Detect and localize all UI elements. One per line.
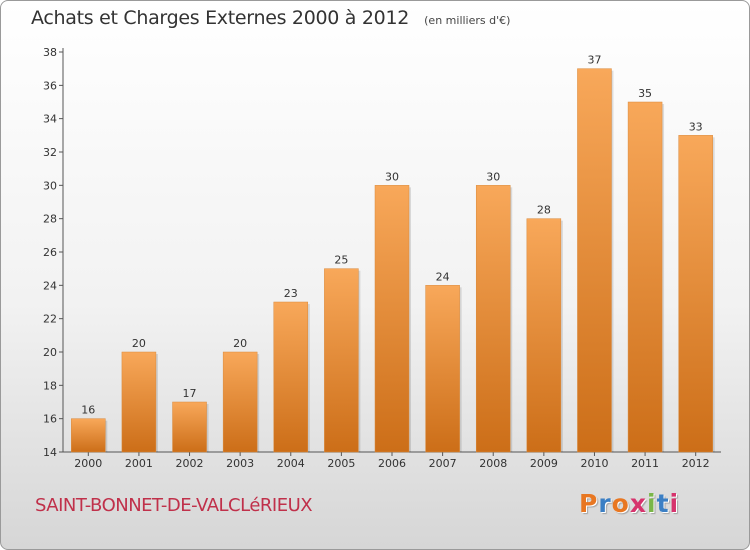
x-tick-label: 2003	[226, 457, 254, 470]
x-tick-label: 2011	[631, 457, 659, 470]
logo-letter: r	[598, 489, 612, 518]
x-tick-label: 2004	[277, 457, 305, 470]
bar-2011[interactable]	[627, 101, 663, 453]
bar-2007[interactable]	[425, 285, 460, 453]
y-tick-label: 22	[43, 313, 57, 326]
proxiti-logo[interactable]: Proxiti	[579, 489, 679, 518]
logo-letter: t	[656, 489, 670, 518]
logo-letter: i	[647, 489, 657, 518]
bar-2004[interactable]	[273, 301, 309, 453]
bar-value-label: 33	[689, 120, 703, 133]
y-tick-label: 26	[43, 246, 57, 259]
y-tick-label: 28	[43, 213, 57, 226]
logo-letter: o	[611, 489, 630, 518]
bar-value-label: 25	[334, 254, 348, 267]
bar-2005[interactable]	[324, 268, 359, 453]
bar-value-label: 20	[233, 337, 247, 350]
y-tick-label: 30	[43, 179, 57, 192]
chart-title: Achats et Charges Externes 2000 à 2012	[31, 7, 410, 29]
bar-2006[interactable]	[374, 185, 410, 453]
y-tick-label: 38	[43, 46, 57, 59]
y-tick-label: 24	[43, 279, 57, 292]
bar-value-label: 23	[284, 287, 298, 300]
x-tick-label: 2009	[530, 457, 558, 470]
bar-value-label: 37	[587, 54, 601, 67]
title-row: Achats et Charges Externes 2000 à 2012 (…	[31, 7, 510, 29]
bar-value-label: 16	[81, 404, 95, 417]
y-tick-label: 18	[43, 379, 57, 392]
x-tick-label: 2001	[125, 457, 153, 470]
logo-letter: P	[579, 489, 599, 518]
x-tick-label: 2007	[429, 457, 457, 470]
bar-value-label: 35	[638, 87, 652, 100]
x-tick-label: 2002	[176, 457, 204, 470]
bars	[71, 68, 715, 453]
y-tick-label: 16	[43, 413, 57, 426]
x-tick-label: 2006	[378, 457, 406, 470]
x-tick-label: 2010	[580, 457, 608, 470]
bar-2010[interactable]	[577, 68, 612, 453]
y-tick-label: 36	[43, 79, 57, 92]
y-tick-label: 34	[43, 113, 57, 126]
bar-2003[interactable]	[222, 351, 258, 453]
bar-2008[interactable]	[475, 185, 511, 453]
bar-2002[interactable]	[172, 401, 207, 453]
bar-value-label: 30	[385, 170, 399, 183]
y-tick-label: 32	[43, 146, 57, 159]
bar-2000[interactable]	[71, 418, 106, 453]
bar-value-label: 28	[537, 204, 551, 217]
logo-letter: x	[629, 489, 647, 518]
bar-value-label: 24	[436, 270, 450, 283]
x-tick-label: 2008	[479, 457, 507, 470]
x-tick-label: 2005	[327, 457, 355, 470]
data-labels: 16 20 17 20 23 25 30 24 30 28 37 35 33	[81, 54, 702, 417]
bar-value-label: 17	[183, 387, 197, 400]
y-tick-label: 14	[43, 446, 57, 459]
bar-2001[interactable]	[121, 351, 157, 453]
x-tick-label: 2012	[682, 457, 710, 470]
bar-value-label: 20	[132, 337, 146, 350]
x-tick-label: 2000	[74, 457, 102, 470]
commune-name: SAINT-BONNET-DE-VALCLéRIEUX	[35, 495, 313, 516]
logo-letter: i	[669, 489, 680, 518]
bar-value-label: 30	[486, 170, 500, 183]
chart-subtitle: (en milliers d'€)	[424, 14, 511, 27]
y-tick-label: 20	[43, 346, 57, 359]
bar-2009[interactable]	[526, 218, 562, 453]
bar-2012[interactable]	[678, 135, 713, 453]
